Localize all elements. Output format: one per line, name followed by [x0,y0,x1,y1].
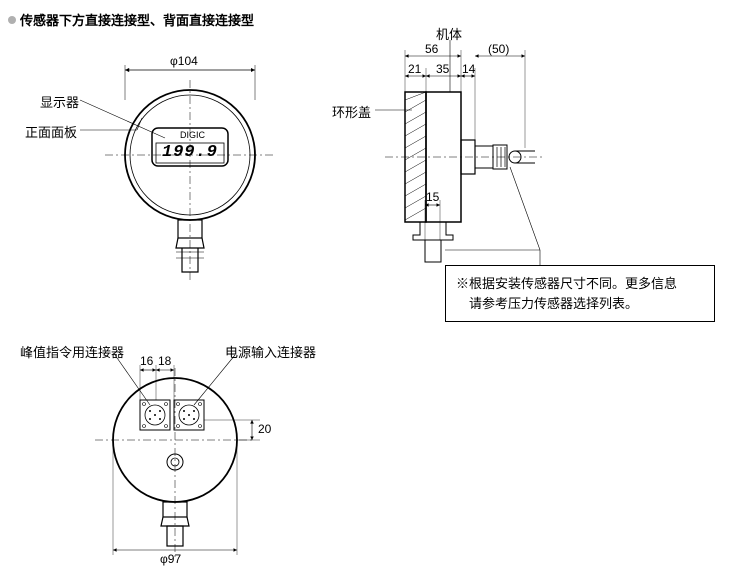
dim-50: (50) [488,42,509,56]
dim-15: 15 [426,190,439,204]
label-display: 显示器 [40,92,79,111]
front-view [80,65,275,280]
label-front-panel: 正面面板 [25,122,77,141]
note-text: ※根据安装传感器尺寸不同。更多信息 请参考压力传感器选择列表。 [456,276,677,311]
dim-14: 14 [462,62,475,76]
dim-56: 56 [425,42,438,56]
dim-phi104: φ104 [170,54,198,68]
dim-18: 18 [158,354,171,368]
brand-text: DIGIC [180,130,205,140]
dim-35: 35 [436,62,449,76]
label-body: 机体 [436,24,462,43]
rear-view [95,355,260,560]
note-box: ※根据安装传感器尺寸不同。更多信息 请参考压力传感器选择列表。 [445,265,715,322]
label-ring-cover: 环形盖 [332,102,371,121]
dim-16: 16 [140,354,153,368]
dim-21: 21 [408,62,421,76]
dim-phi97: φ97 [160,552,181,566]
lcd-value: 199.9 [162,143,218,162]
label-peak-connector: 峰值指令用连接器 [20,342,124,361]
dim-20: 20 [258,422,271,436]
side-view [375,40,545,265]
label-power-connector: 电源输入连接器 [225,342,316,361]
